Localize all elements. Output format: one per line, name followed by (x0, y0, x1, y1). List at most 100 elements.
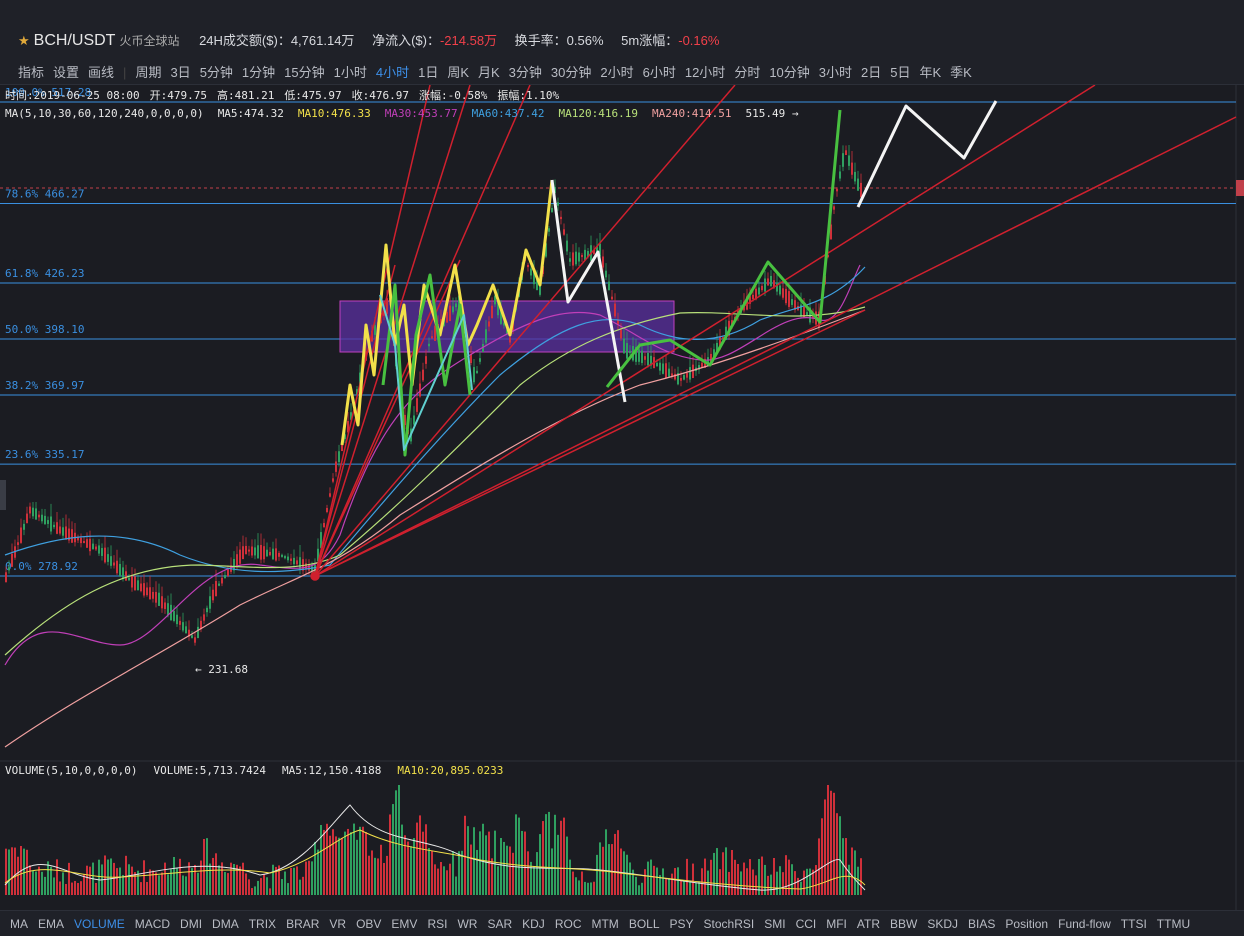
period-button[interactable]: 月K (478, 65, 500, 80)
indicator-tab[interactable]: KDJ (522, 917, 545, 931)
period-button[interactable]: 年K (919, 65, 942, 80)
volume-bar (416, 822, 418, 895)
indicator-tab[interactable]: PSY (669, 917, 694, 931)
period-button[interactable]: 3日 (170, 65, 191, 80)
volume-bar (389, 814, 391, 895)
candle-body (44, 515, 46, 525)
indicator-tab[interactable]: WR (457, 917, 478, 931)
volume-bar (170, 869, 172, 895)
tool-button[interactable]: 设置 (53, 65, 80, 80)
period-button[interactable]: 1日 (418, 65, 439, 80)
indicator-tab[interactable]: TTMU (1156, 917, 1191, 931)
candle-body (794, 300, 796, 310)
candle-body (185, 626, 187, 634)
volume-bar (719, 869, 721, 895)
volume-bar (605, 829, 607, 895)
period-button[interactable]: 30分钟 (550, 65, 592, 80)
indicator-tab[interactable]: VOLUME (74, 917, 125, 931)
favorite-star[interactable]: ★ (18, 33, 30, 48)
period-button[interactable]: 3小时 (818, 65, 853, 80)
indicator-tab[interactable]: MACD (134, 917, 171, 931)
period-button[interactable]: 5分钟 (199, 65, 233, 80)
period-button[interactable]: 2日 (861, 65, 882, 80)
volume-bar (608, 844, 610, 895)
period-button[interactable]: 10分钟 (769, 65, 810, 80)
indicator-tab[interactable]: TRIX (248, 917, 277, 931)
period-button[interactable]: 1分钟 (241, 65, 276, 80)
volume-bar (392, 804, 394, 895)
period-button[interactable]: 4小时 (375, 65, 410, 80)
indicator-tab[interactable]: Position (1005, 917, 1049, 931)
indicator-tab[interactable]: EMA (38, 917, 65, 931)
candle-body (764, 278, 766, 292)
candle-body (614, 303, 616, 317)
indicator-tab[interactable]: EMV (391, 917, 418, 931)
indicator-tab[interactable]: BIAS (968, 917, 996, 931)
indicator-tab[interactable]: SMI (764, 917, 786, 931)
indicator-tab[interactable]: MTM (591, 917, 619, 931)
candle-body (155, 591, 157, 603)
indicator-tab[interactable]: SKDJ (927, 917, 959, 931)
volume-bar (311, 861, 313, 895)
volume-bar (8, 849, 10, 895)
period-button[interactable]: 周K (447, 65, 469, 80)
candle-body (338, 451, 340, 463)
volume-bar (395, 790, 397, 895)
indicator-tab[interactable]: CCI (795, 917, 817, 931)
symbol: BCH/USDT (33, 32, 116, 49)
period-button[interactable]: 1小时 (333, 65, 367, 80)
candle-body (539, 285, 541, 295)
indicator-tab[interactable]: SAR (487, 917, 513, 931)
indicator-tab[interactable]: BBW (890, 917, 918, 931)
indicator-tab[interactable]: VR (329, 917, 347, 931)
volume-bar (653, 865, 655, 895)
candle-body (254, 547, 256, 556)
indicator-tab[interactable]: Fund-flow (1058, 917, 1111, 931)
candle-body (233, 558, 235, 571)
tool-button[interactable]: 指标 (18, 65, 45, 80)
volume-bar (671, 873, 673, 895)
candle-body (320, 532, 322, 548)
indicator-tab[interactable]: MA (10, 917, 28, 931)
candle-body (188, 629, 190, 637)
candle-body (293, 557, 295, 565)
period-button[interactable]: 12小时 (684, 65, 726, 80)
volume-bar (461, 850, 463, 895)
indicator-tab[interactable]: BRAR (286, 917, 320, 931)
ma120-line (4, 306, 866, 656)
candle-body (128, 577, 130, 581)
indicator-tab[interactable]: StochRSI (703, 917, 755, 931)
inflow-label: 净流入($)： (372, 33, 440, 48)
candle-body (674, 373, 676, 380)
candle-body (710, 353, 712, 363)
fib-label: 38.2% 369.97 (5, 379, 84, 392)
volume-bar (428, 848, 430, 895)
candle-body (776, 282, 778, 292)
volume-bar (89, 866, 91, 895)
indicator-tab[interactable]: DMI (180, 917, 203, 931)
indicator-tab[interactable]: ROC (554, 917, 582, 931)
volume-bar (764, 864, 766, 895)
indicator-tab[interactable]: TTSI (1120, 917, 1147, 931)
candle-body (608, 281, 610, 291)
indicator-tab[interactable]: MFI (826, 917, 847, 931)
candle-body (248, 549, 250, 552)
period-button[interactable]: 3分钟 (508, 65, 542, 80)
candle-body (278, 552, 280, 557)
period-button[interactable]: 5日 (890, 65, 911, 80)
volume-bar (53, 877, 55, 895)
indicator-tab[interactable]: OBV (356, 917, 382, 931)
collapse-handle[interactable] (0, 480, 6, 510)
volume-bar (56, 859, 58, 895)
period-button[interactable]: 分时 (734, 65, 761, 80)
period-button[interactable]: 6小时 (642, 65, 676, 80)
indicator-tab[interactable]: ATR (856, 917, 881, 931)
period-button[interactable]: 季K (950, 65, 972, 80)
indicator-tab[interactable]: RSI (427, 917, 448, 931)
volume-bar (161, 872, 163, 895)
indicator-tab[interactable]: BOLL (628, 917, 660, 931)
indicator-tab[interactable]: DMA (212, 917, 239, 931)
period-button[interactable]: 15分钟 (284, 65, 325, 80)
period-button[interactable]: 2小时 (600, 65, 634, 80)
tool-button[interactable]: 画线 (88, 65, 115, 80)
